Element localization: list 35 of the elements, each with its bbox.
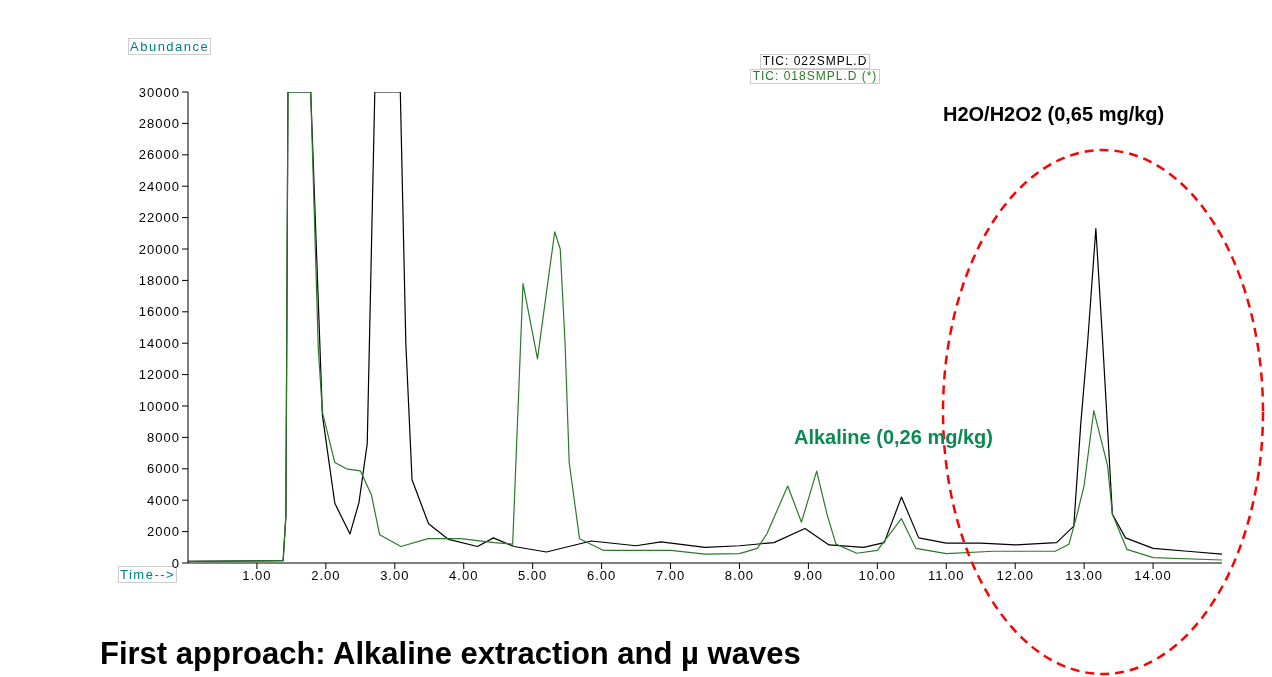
y-tick-label: 24000 — [138, 178, 180, 194]
y-tick-label: 30000 — [138, 84, 180, 100]
x-tick-label: 7.00 — [655, 568, 686, 584]
y-tick-label: 4000 — [147, 492, 180, 508]
x-tick-label: 1.00 — [242, 568, 272, 584]
y-tick-label: 12000 — [138, 367, 180, 383]
y-tick-label: 8000 — [147, 430, 180, 446]
y-tick-label: 22000 — [138, 210, 180, 226]
y-tick-label: 20000 — [138, 241, 180, 257]
x-tick-label: 2.00 — [311, 568, 341, 584]
x-tick-label: 9.00 — [793, 568, 824, 584]
y-tick-label: 2000 — [147, 524, 180, 540]
text: TIC: 018SMPL.D (*) — [749, 69, 881, 84]
y-tick-label: 28000 — [138, 116, 180, 132]
annotation: H2O/H2O2 (0,65 mg/kg) — [943, 103, 1165, 126]
x-tick-label: 10.00 — [858, 568, 897, 584]
y-tick-label: 18000 — [138, 273, 180, 289]
annotation: Alkaline (0,26 mg/kg) — [794, 426, 993, 449]
x-tick-label: 6.00 — [586, 568, 617, 584]
x-tick-label: 11.00 — [927, 568, 965, 584]
y-tick-label: 16000 — [138, 304, 180, 320]
x-tick-label: 12.00 — [996, 568, 1034, 584]
x-tick-label: 8.00 — [724, 568, 755, 584]
y-tick-label: 6000 — [147, 461, 180, 477]
text: First approach: Alkaline extraction and µ waves — [100, 636, 801, 672]
y-tick-label: 26000 — [138, 147, 180, 163]
x-tick-label: 5.00 — [518, 568, 548, 584]
y-tick-label: 10000 — [138, 398, 180, 414]
x-tick-label: 13.00 — [1065, 568, 1103, 584]
x-tick-label: 3.00 — [380, 568, 410, 584]
text: TIC: 022SMPL.D — [759, 54, 871, 69]
y-tick-label: 14000 — [138, 335, 180, 351]
x-tick-label: 14.00 — [1134, 568, 1172, 584]
y-axis-title: Abundance — [128, 38, 212, 55]
x-tick-label: 4.00 — [449, 568, 479, 584]
